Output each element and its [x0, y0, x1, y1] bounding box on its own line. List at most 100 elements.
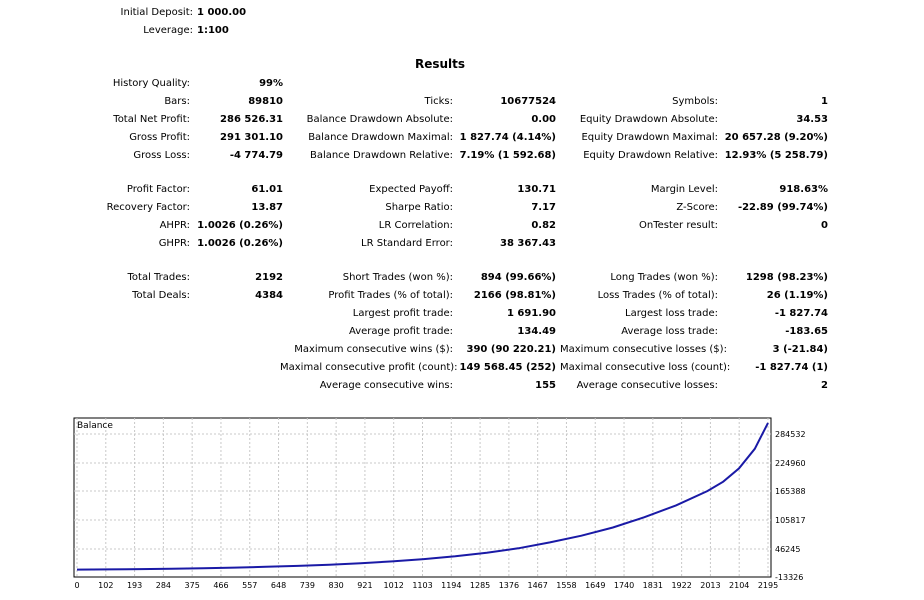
chart-plot-area: [73, 417, 772, 578]
x-tick-label: 1285: [470, 581, 490, 590]
col3-value: 34.53: [796, 114, 828, 125]
x-tick-label: 2104: [729, 581, 749, 590]
col2-value: 10677524: [500, 96, 556, 107]
col3-label: Symbols:: [672, 96, 718, 107]
col1-label: Total Net Profit:: [113, 114, 190, 125]
col2-value: 1 827.74 (4.14%): [459, 132, 556, 143]
col3-value: -1 827.74 (1): [755, 362, 828, 373]
x-tick-label: 193: [127, 581, 142, 590]
col3-value: 12.93% (5 258.79): [724, 150, 828, 161]
col2-label: Profit Trades (% of total):: [328, 290, 453, 301]
col2-value: 7.19% (1 592.68): [459, 150, 556, 161]
col3-label: Margin Level:: [650, 184, 718, 195]
col1-value: 13.87: [251, 202, 283, 213]
x-tick-label: 1012: [384, 581, 404, 590]
col3-label: Equity Drawdown Maximal:: [581, 132, 718, 143]
leverage-value: 1:100: [197, 25, 229, 36]
col1-value: 4384: [255, 290, 283, 301]
col2-label: Average consecutive wins:: [319, 380, 453, 391]
col2-value: 38 367.43: [500, 238, 556, 249]
y-tick-label: 46245: [775, 545, 800, 554]
col1-label: Gross Loss:: [133, 150, 190, 161]
col1-label: GHPR:: [158, 238, 190, 249]
x-tick-label: 1467: [527, 581, 547, 590]
col1-label: Total Trades:: [127, 272, 191, 283]
col3-value: 20 657.28 (9.20%): [724, 132, 828, 143]
col3-value: 0: [821, 220, 828, 231]
x-tick-label: 1194: [441, 581, 461, 590]
col2-value: 130.71: [517, 184, 556, 195]
y-tick-label: 105817: [775, 516, 806, 525]
col1-value: 61.01: [251, 184, 283, 195]
col1-value: 1.0026 (0.26%): [197, 220, 283, 231]
col3-label: Long Trades (won %):: [610, 272, 718, 283]
y-tick-label: 165388: [775, 487, 806, 496]
y-tick-label: 284532: [775, 430, 806, 439]
col3-value: -22.89 (99.74%): [737, 202, 828, 213]
x-tick-label: 1649: [585, 581, 605, 590]
col3-value: -183.65: [785, 326, 828, 337]
col1-value: 291 301.10: [220, 132, 283, 143]
x-tick-label: 648: [271, 581, 286, 590]
x-tick-label: 375: [185, 581, 200, 590]
col3-value: 1298 (98.23%): [745, 272, 828, 283]
x-tick-label: 1831: [643, 581, 663, 590]
col3-label: Equity Drawdown Absolute:: [579, 114, 718, 125]
col2-value: 894 (99.66%): [480, 272, 556, 283]
col2-label: Average profit trade:: [348, 326, 453, 337]
col2-value: 7.17: [531, 202, 556, 213]
col2-value: 155: [535, 380, 556, 391]
results-title: Results: [414, 57, 466, 71]
col1-value: -4 774.79: [229, 150, 283, 161]
col2-label: Expected Payoff:: [369, 184, 453, 195]
col2-label: Largest profit trade:: [352, 308, 453, 319]
y-tick-label: 224960: [775, 459, 806, 468]
col3-label: Maximum consecutive losses ($):: [560, 344, 727, 355]
col3-label: Loss Trades (% of total):: [597, 290, 718, 301]
col2-value: 2166 (98.81%): [473, 290, 556, 301]
x-tick-label: 2013: [700, 581, 720, 590]
x-tick-label: 1922: [671, 581, 691, 590]
col2-value: 390 (90 220.21): [466, 344, 556, 355]
col3-value: 1: [821, 96, 828, 107]
x-tick-label: 0: [74, 581, 79, 590]
col1-label: Total Deals:: [132, 290, 190, 301]
col3-value: 2: [821, 380, 828, 391]
col2-value: 1 691.90: [506, 308, 556, 319]
initial-deposit-label: Initial Deposit:: [120, 7, 193, 18]
col1-value: 99%: [259, 78, 283, 89]
col2-label: Maximum consecutive wins ($):: [294, 344, 453, 355]
chart-grid: [74, 418, 771, 577]
x-tick-label: 830: [328, 581, 343, 590]
balance-series-line: [76, 422, 769, 571]
y-tick-label: -13326: [775, 573, 803, 582]
col3-value: -1 827.74: [774, 308, 828, 319]
col3-label: Maximal consecutive loss (count):: [560, 362, 731, 373]
col3-label: Largest loss trade:: [625, 308, 718, 319]
x-tick-label: 466: [213, 581, 228, 590]
col3-value: 3 (-21.84): [772, 344, 828, 355]
col2-value: 0.82: [531, 220, 556, 231]
x-tick-label: 284: [156, 581, 171, 590]
col3-label: Z-Score:: [676, 202, 718, 213]
col2-value: 0.00: [531, 114, 556, 125]
col2-value: 134.49: [517, 326, 556, 337]
initial-deposit-value: 1 000.00: [197, 7, 247, 18]
col2-value: 149 568.45 (252): [459, 362, 556, 373]
col1-value: 2192: [255, 272, 283, 283]
col1-value: 286 526.31: [220, 114, 283, 125]
col3-label: Equity Drawdown Relative:: [583, 150, 718, 161]
x-tick-label: 2195: [758, 581, 778, 590]
chart-y-tick-labels: 284532 224960 165388 105817 46245 -13326: [775, 430, 806, 582]
col1-label: History Quality:: [112, 78, 190, 89]
col2-label: Balance Drawdown Relative:: [309, 150, 453, 161]
col1-label: Bars:: [164, 96, 190, 107]
col3-value: 26 (1.19%): [766, 290, 828, 301]
col1-value: 89810: [248, 96, 283, 107]
col2-label: Maximal consecutive profit (count):: [280, 362, 458, 373]
x-tick-label: 739: [300, 581, 315, 590]
col2-label: Sharpe Ratio:: [385, 202, 453, 213]
x-tick-label: 1103: [412, 581, 432, 590]
col1-label: Recovery Factor:: [106, 202, 190, 213]
